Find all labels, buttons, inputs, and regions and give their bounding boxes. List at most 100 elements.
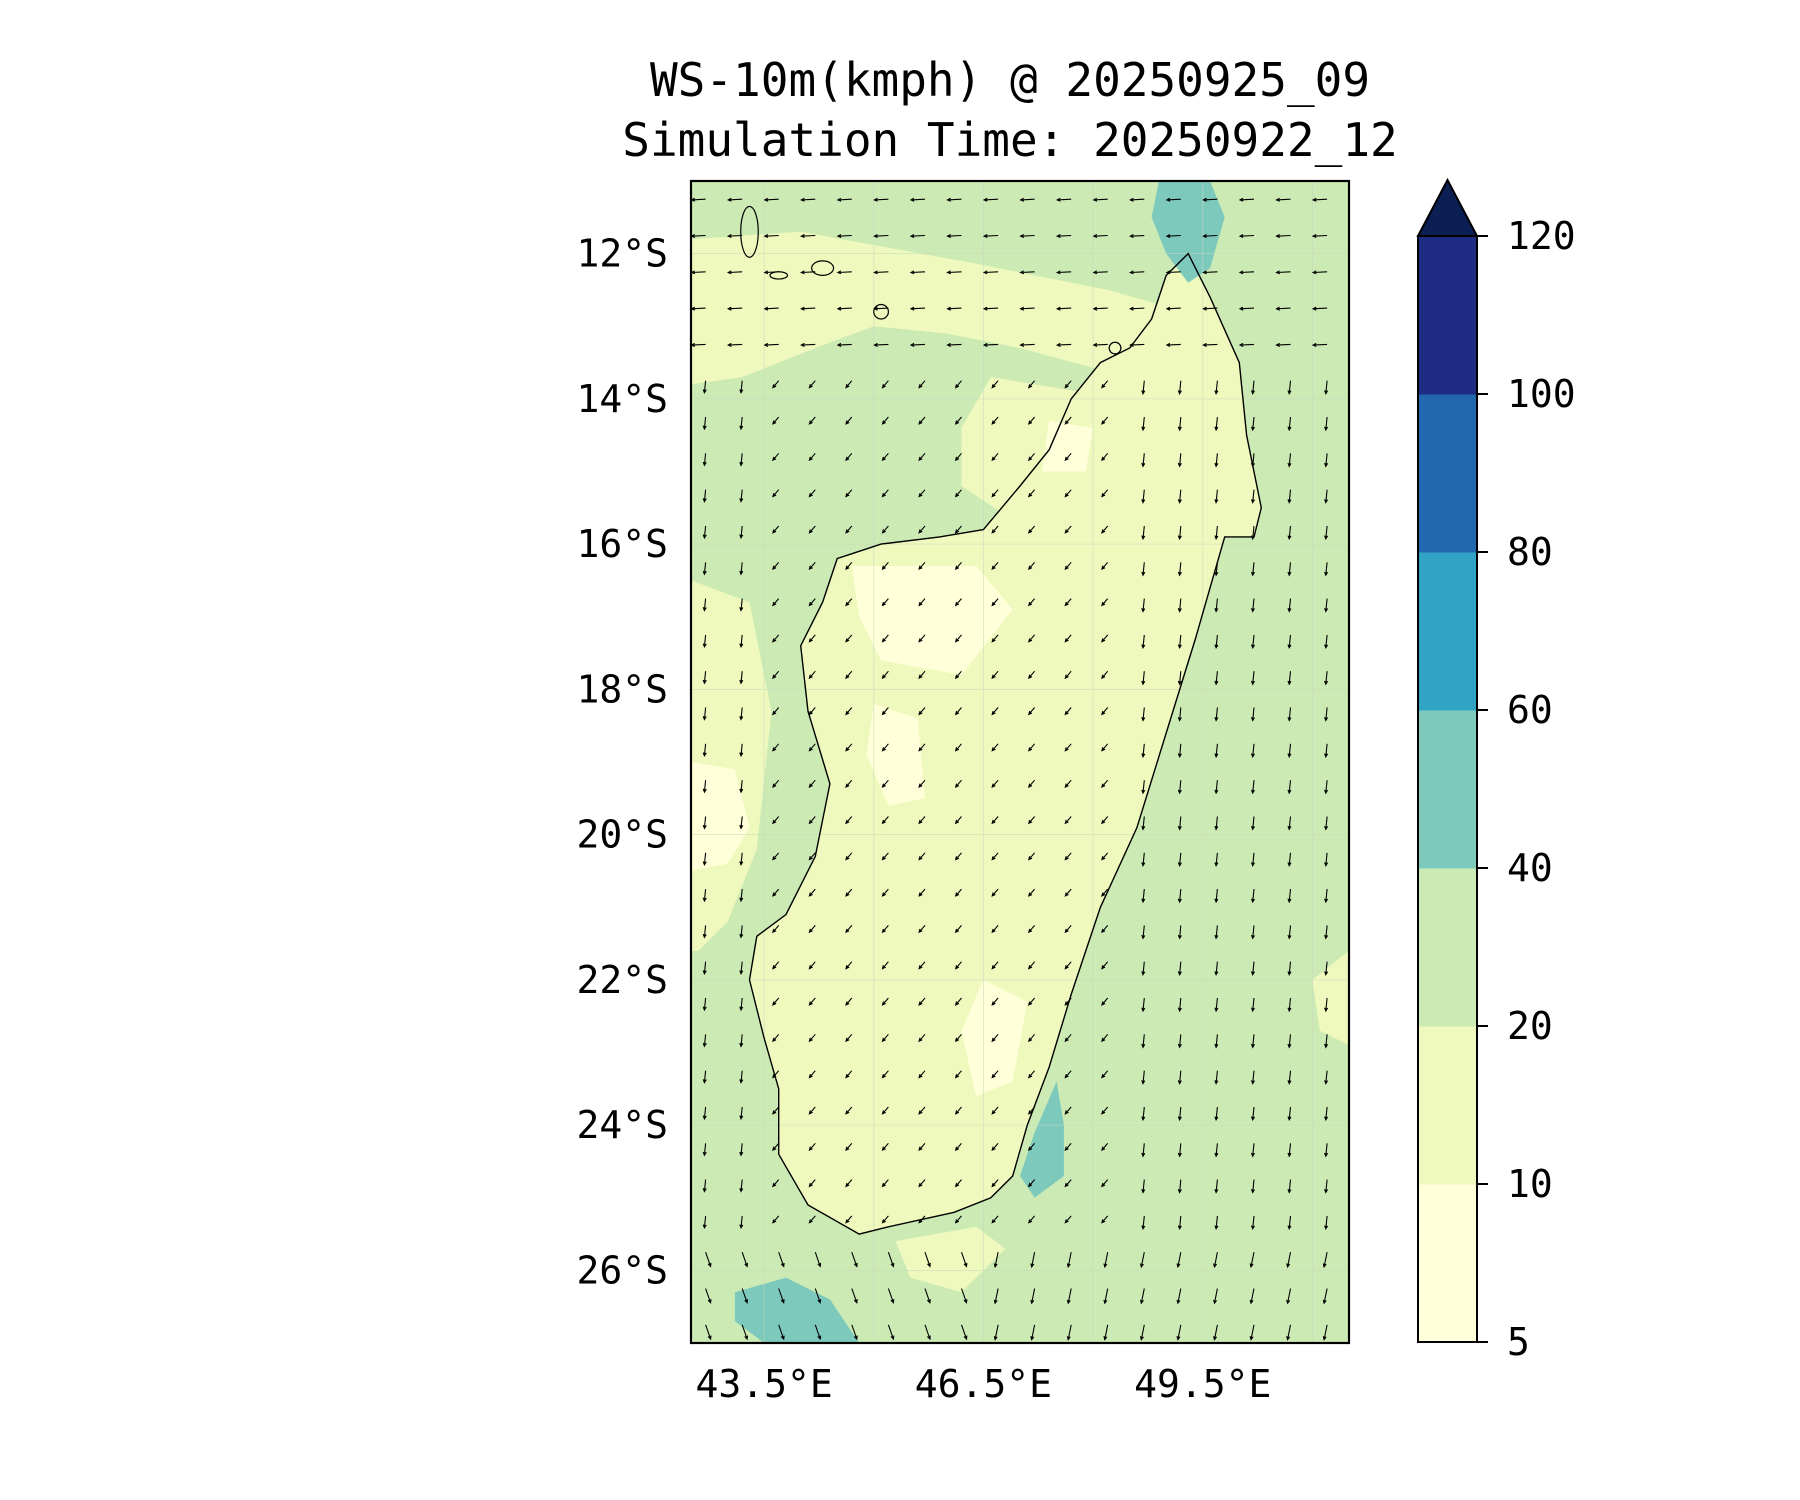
wind-arrow bbox=[1177, 380, 1182, 395]
wind-arrow bbox=[1064, 779, 1072, 788]
wind-arrow bbox=[918, 1106, 926, 1115]
wind-arrow bbox=[702, 925, 707, 939]
wind-arrow bbox=[702, 1179, 707, 1193]
wind-arrow bbox=[702, 416, 707, 431]
wind-arrow bbox=[954, 852, 962, 861]
wind-arrow bbox=[739, 453, 744, 467]
wind-arrow bbox=[772, 1106, 780, 1115]
wind-arrow bbox=[1030, 1324, 1036, 1341]
wind-arrow bbox=[702, 961, 707, 975]
wind-arrow bbox=[1027, 852, 1036, 861]
wind-arrow bbox=[1324, 1179, 1329, 1194]
wind-arrow bbox=[954, 380, 962, 389]
colorbar-tick-label: 60 bbox=[1507, 688, 1553, 732]
wind-arrow bbox=[1019, 270, 1035, 275]
wind-arrow bbox=[991, 1106, 999, 1115]
wind-arrow bbox=[808, 743, 816, 752]
wind-arrow bbox=[1287, 380, 1292, 395]
wind-arrow bbox=[1322, 1252, 1328, 1269]
wind-arrow bbox=[845, 380, 853, 389]
wind-arrow bbox=[918, 816, 926, 825]
wind-arrow bbox=[1250, 925, 1255, 940]
wind-arrow bbox=[1275, 306, 1291, 311]
wind-arrow bbox=[1250, 489, 1255, 504]
wind-arrow bbox=[1141, 889, 1146, 904]
gridlines bbox=[691, 181, 1349, 1343]
wind-arrow bbox=[1177, 1106, 1182, 1122]
wind-arrow bbox=[702, 816, 707, 830]
wind-arrow bbox=[778, 1324, 785, 1341]
wind-arrow bbox=[881, 852, 889, 861]
wind-arrow bbox=[1027, 452, 1036, 462]
wind-arrow bbox=[772, 743, 780, 752]
colorbar-segment bbox=[1418, 1184, 1477, 1343]
wind-arrow bbox=[763, 306, 779, 311]
wind-arrow bbox=[1214, 852, 1219, 867]
wind-arrow bbox=[808, 1142, 816, 1152]
wind-arrow bbox=[1287, 997, 1292, 1013]
wind-arrow bbox=[1177, 1179, 1182, 1194]
wind-arrow bbox=[1322, 1324, 1328, 1341]
wind-arrow bbox=[845, 779, 853, 788]
wind-vectors bbox=[691, 197, 1329, 1341]
wind-arrow bbox=[1141, 416, 1146, 432]
latitude-tick-label: 20°S bbox=[576, 813, 668, 857]
wind-arrow bbox=[702, 780, 707, 794]
wind-arrow bbox=[1092, 342, 1108, 348]
wind-arrow bbox=[1141, 1143, 1146, 1158]
wind-arrow bbox=[918, 452, 926, 462]
wind-arrow bbox=[954, 888, 962, 897]
wind-arrow bbox=[1214, 997, 1219, 1013]
wind-arrow bbox=[1141, 380, 1146, 395]
wind-arrow bbox=[836, 270, 852, 275]
wind-arrow bbox=[1275, 234, 1291, 239]
wind-arrow bbox=[845, 489, 853, 498]
wind-arrow bbox=[851, 1324, 858, 1341]
wind-arrow bbox=[991, 670, 999, 680]
wind-arrow bbox=[1064, 1142, 1072, 1152]
colorbar-extend-arrow bbox=[1416, 177, 1479, 237]
wind-arrow bbox=[1101, 598, 1109, 607]
wind-arrow bbox=[1177, 453, 1182, 468]
wind-arrow bbox=[1027, 1070, 1036, 1079]
wind-arrow bbox=[1324, 997, 1329, 1013]
colorbar-tick-label: 10 bbox=[1507, 1162, 1553, 1206]
wind-arrow bbox=[993, 1288, 999, 1305]
wind-arrow bbox=[836, 197, 852, 202]
colorbar-segment bbox=[1418, 868, 1477, 1027]
wind-arrow bbox=[1129, 306, 1145, 311]
wind-arrow bbox=[1249, 1324, 1255, 1341]
wind-arrow bbox=[1141, 1034, 1146, 1049]
wind-arrow bbox=[808, 416, 816, 425]
wind-arrow bbox=[1055, 234, 1072, 239]
wind-arrow bbox=[1324, 707, 1329, 722]
wind-arrow bbox=[1027, 779, 1036, 788]
wind-arrow bbox=[954, 1142, 962, 1152]
wind-arrow bbox=[881, 452, 889, 462]
wind-arrow bbox=[881, 1215, 889, 1224]
wind-arrow bbox=[1101, 997, 1109, 1006]
wind-arrow bbox=[1064, 525, 1072, 534]
wind-arrow bbox=[1101, 1070, 1109, 1079]
wind-arrow bbox=[739, 1143, 744, 1157]
wind-arrow bbox=[772, 634, 780, 643]
wind-arrow bbox=[1286, 1288, 1292, 1305]
colorbar-tick-label: 80 bbox=[1507, 530, 1553, 574]
wind-arrow bbox=[845, 961, 853, 970]
latitude-tick-label: 24°S bbox=[576, 1103, 668, 1147]
wind-arrow bbox=[1214, 743, 1219, 759]
wind-arrow bbox=[1177, 707, 1182, 722]
wind-arrow bbox=[1214, 925, 1219, 940]
wind-arrow bbox=[1214, 1143, 1219, 1158]
wind-arrow bbox=[702, 1106, 707, 1121]
wind-arrow bbox=[1019, 306, 1035, 311]
wind-arrow bbox=[1311, 270, 1328, 275]
wind-arrow bbox=[954, 634, 962, 643]
wind-arrow bbox=[1101, 1033, 1109, 1043]
wind-arrow bbox=[1177, 1070, 1182, 1085]
north-tip-speed-40-60 bbox=[1151, 181, 1225, 283]
wind-arrow bbox=[1141, 961, 1146, 976]
wind-arrow bbox=[946, 234, 962, 239]
